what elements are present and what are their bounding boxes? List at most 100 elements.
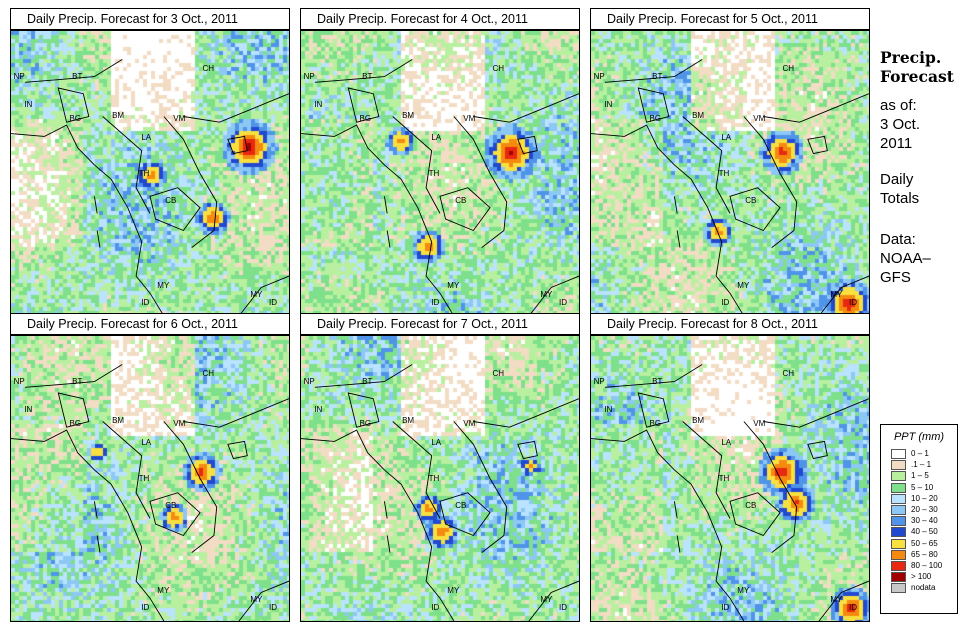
border-line xyxy=(102,116,151,214)
legend-swatch xyxy=(891,516,906,527)
country-label: MY xyxy=(157,586,170,596)
border-line xyxy=(591,124,745,316)
country-borders xyxy=(591,59,869,316)
border-line xyxy=(11,429,165,621)
legend-entry: 30 – 40 xyxy=(881,515,957,527)
country-label: CB xyxy=(745,501,757,510)
legend-label: nodata xyxy=(911,583,936,593)
country-label: TH xyxy=(428,168,440,178)
country-label: BT xyxy=(652,377,663,387)
country-borders xyxy=(11,59,289,316)
panel-title: Daily Precip. Forecast for 5 Oct., 2011 xyxy=(590,8,870,30)
border-line xyxy=(149,492,201,537)
border-line xyxy=(763,93,869,123)
country-label: ID xyxy=(559,297,568,307)
country-label: MY xyxy=(540,289,553,299)
country-label: MY xyxy=(737,586,750,596)
country-label: VM xyxy=(463,113,476,123)
sidebar-daily: Daily xyxy=(880,171,914,188)
legend-swatch xyxy=(891,460,906,471)
country-label: LA xyxy=(431,437,442,447)
legend-label: 5 – 10 xyxy=(911,482,934,492)
country-label: MY xyxy=(447,281,460,291)
border-line xyxy=(637,87,670,123)
precip-map: CH NP BT IN BG BM VM LA TH CB MY MY ID ID xyxy=(590,30,870,317)
country-label: IN xyxy=(604,404,613,414)
country-label: IN xyxy=(314,404,323,414)
legend-label: 65 – 80 xyxy=(911,549,938,559)
country-label: CB xyxy=(455,196,467,205)
precip-raster xyxy=(301,336,579,621)
legend-swatch xyxy=(891,538,906,549)
border-line xyxy=(163,421,218,553)
country-label: VM xyxy=(173,418,186,428)
sidebar-daily-block: Daily Totals xyxy=(880,170,919,208)
country-label: BG xyxy=(649,418,662,428)
country-label: MY xyxy=(447,586,460,596)
country-label: MY xyxy=(250,594,263,604)
country-label: BG xyxy=(359,113,372,123)
border-line xyxy=(763,398,869,428)
country-borders xyxy=(301,364,579,621)
legend-swatch xyxy=(891,560,906,571)
country-label: LA xyxy=(431,132,442,142)
forecast-panel: Daily Precip. Forecast for 7 Oct., 2011 C… xyxy=(300,313,580,622)
precip-map: CH NP BT IN BG BM VM LA TH CB MY MY ID ID xyxy=(10,30,290,317)
precip-raster xyxy=(11,31,289,316)
precip-map: CH NP BT IN BG BM VM LA TH CB MY MY ID ID xyxy=(590,335,870,622)
border-line xyxy=(24,364,123,388)
country-label: CB xyxy=(165,196,177,205)
border-line xyxy=(676,535,681,553)
border-line xyxy=(392,116,441,214)
border-line xyxy=(528,275,579,316)
border-line xyxy=(473,398,579,428)
legend-label: 20 – 30 xyxy=(911,504,938,514)
country-label: IN xyxy=(314,99,323,109)
legend-swatch xyxy=(891,449,906,459)
forecast-panel: Daily Precip. Forecast for 8 Oct., 2011 C… xyxy=(590,313,870,622)
border-line xyxy=(347,87,380,123)
forecast-panel: Daily Precip. Forecast for 3 Oct., 2011 C… xyxy=(10,8,290,317)
country-label: BT xyxy=(72,72,83,82)
legend-swatch xyxy=(891,493,906,504)
country-label: IN xyxy=(604,99,613,109)
legend-entry: > 100 xyxy=(881,571,957,583)
country-label: ID xyxy=(849,602,858,612)
border-line xyxy=(729,492,781,537)
country-label: MY xyxy=(830,594,843,604)
country-label: IN xyxy=(24,404,33,414)
border-line xyxy=(673,501,678,519)
country-label: CH xyxy=(202,369,215,378)
border-line xyxy=(102,421,151,519)
country-label: VM xyxy=(173,113,186,123)
border-line xyxy=(392,421,441,519)
country-label: LA xyxy=(141,437,152,447)
sidebar-title-line2: Forecast xyxy=(880,67,954,86)
country-label: CB xyxy=(165,501,177,510)
panel-title: Daily Precip. Forecast for 8 Oct., 2011 xyxy=(590,313,870,335)
country-label: CH xyxy=(492,369,505,378)
border-line xyxy=(149,187,201,232)
country-label: BM xyxy=(692,110,705,120)
country-label: MY xyxy=(830,289,843,299)
border-line xyxy=(96,230,101,248)
precip-raster xyxy=(301,31,579,316)
border-line xyxy=(57,87,90,123)
country-label: BT xyxy=(362,377,373,387)
legend-entry: 40 – 50 xyxy=(881,526,957,538)
legend-label: 30 – 40 xyxy=(911,516,938,526)
country-label: ID xyxy=(849,297,858,307)
legend-entry: 65 – 80 xyxy=(881,549,957,560)
sidebar-source-line2: GFS xyxy=(880,269,911,286)
country-label: TH xyxy=(138,168,150,178)
border-line xyxy=(807,135,828,155)
country-label: CH xyxy=(492,64,505,73)
border-line xyxy=(807,440,828,460)
legend-entry: 1 – 5 xyxy=(881,470,957,482)
country-label: BT xyxy=(652,72,663,82)
country-borders xyxy=(301,59,579,316)
border-line xyxy=(743,116,798,248)
border-line xyxy=(818,275,869,316)
legend-label: 80 – 100 xyxy=(911,560,943,570)
